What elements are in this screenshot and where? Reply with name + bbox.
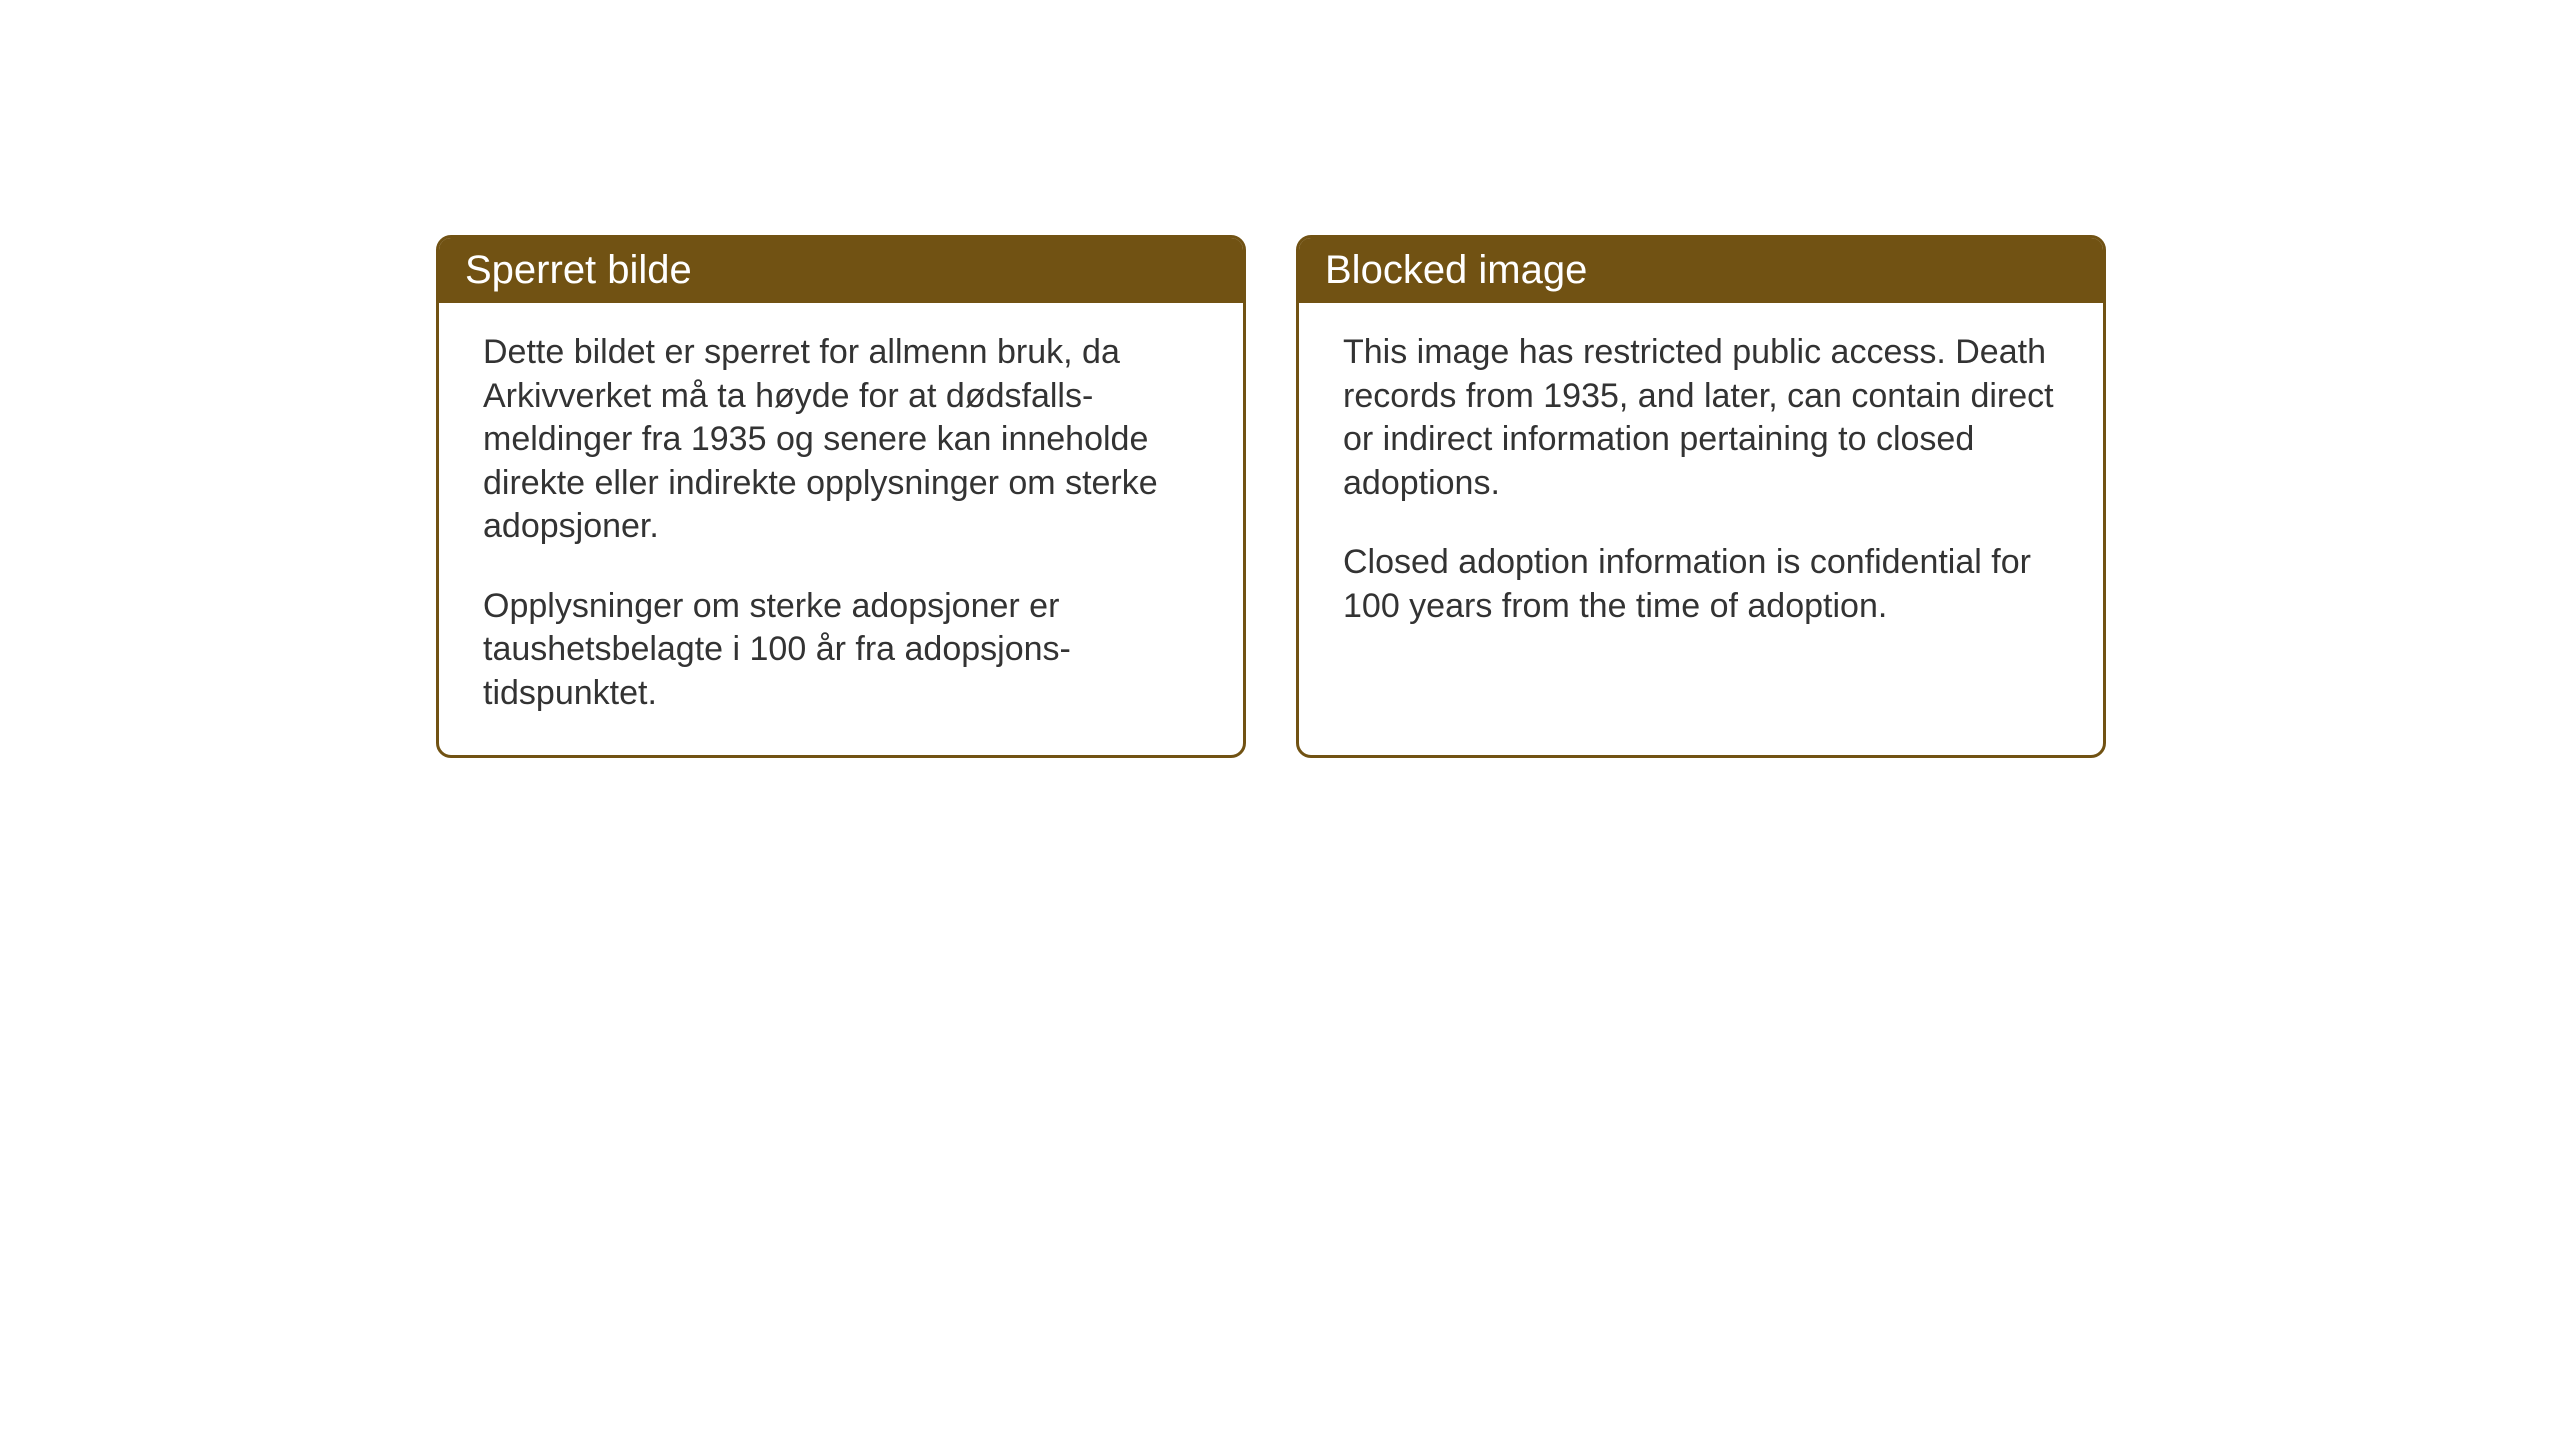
notice-body-english: This image has restricted public access.… (1299, 303, 2103, 668)
notice-paragraph-1-english: This image has restricted public access.… (1343, 331, 2059, 505)
notice-header-english: Blocked image (1299, 238, 2103, 303)
notice-box-norwegian: Sperret bilde Dette bildet er sperret fo… (436, 235, 1246, 758)
notice-header-norwegian: Sperret bilde (439, 238, 1243, 303)
notice-title-norwegian: Sperret bilde (465, 248, 692, 292)
notice-box-english: Blocked image This image has restricted … (1296, 235, 2106, 758)
notice-body-norwegian: Dette bildet er sperret for allmenn bruk… (439, 303, 1243, 755)
notice-paragraph-1-norwegian: Dette bildet er sperret for allmenn bruk… (483, 331, 1199, 549)
notice-paragraph-2-norwegian: Opplysninger om sterke adopsjoner er tau… (483, 585, 1199, 716)
notice-paragraph-2-english: Closed adoption information is confident… (1343, 541, 2059, 628)
notice-container: Sperret bilde Dette bildet er sperret fo… (436, 235, 2106, 758)
notice-title-english: Blocked image (1325, 248, 1587, 292)
